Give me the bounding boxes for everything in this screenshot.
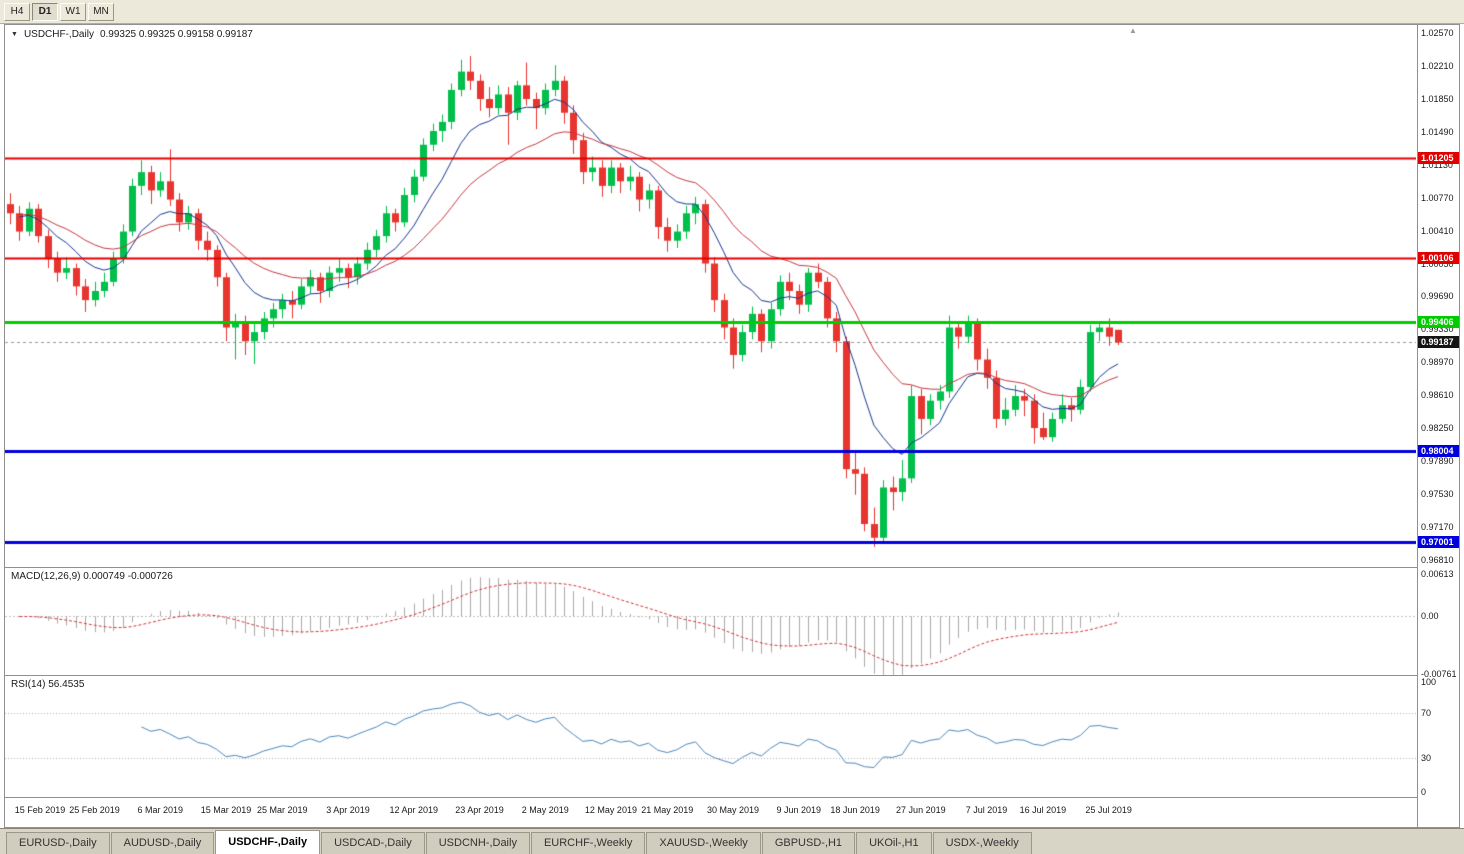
rsi-chart-canvas[interactable]	[5, 676, 1416, 797]
panel-separator[interactable]	[5, 567, 1459, 568]
chart-tab-usdx[interactable]: USDX-,Weekly	[932, 832, 1032, 854]
price-level-tag: 0.98004	[1418, 444, 1459, 457]
chart-menu-icon[interactable]: ▼	[11, 31, 18, 38]
chart-tab-gbpusd[interactable]: GBPUSD-,H1	[761, 832, 856, 854]
time-axis-label: 15 Feb 2019	[14, 805, 66, 815]
time-axis-label: 30 May 2019	[706, 805, 760, 815]
chart-tab-usdcnh[interactable]: USDCNH-,Daily	[425, 832, 530, 854]
chart-tab-audusd[interactable]: AUDUSD-,Daily	[110, 832, 215, 854]
price-axis-tick: 1.00770	[1421, 192, 1454, 203]
timeframe-button-d1[interactable]: D1	[32, 2, 58, 21]
rsi-indicator-label: RSI(14) 56.4535	[11, 679, 85, 690]
time-axis-label: 21 May 2019	[641, 805, 694, 815]
price-axis-tick: 0.99330	[1421, 324, 1454, 335]
chart-tab-xauusd[interactable]: XAUUSD-,Weekly	[646, 832, 761, 854]
macd-indicator-label: MACD(12,26,9) 0.000749 -0.000726	[11, 571, 173, 582]
price-axis-tick: 1.01490	[1421, 126, 1454, 137]
chart-header: ▼ USDCHF-,Daily 0.99325 0.99325 0.99158 …	[11, 29, 253, 40]
time-axis-label: 27 Jun 2019	[896, 805, 946, 815]
time-axis-label: 23 Apr 2019	[455, 805, 504, 815]
price-level-tag: 1.00106	[1418, 252, 1459, 265]
price-axis-tick: 1.01850	[1421, 94, 1454, 105]
time-axis-label: 7 Jul 2019	[965, 805, 1008, 815]
price-axis-tick: 1.00410	[1421, 225, 1454, 236]
price-axis-tick: 0.98610	[1421, 390, 1454, 401]
time-axis-label: 15 Mar 2019	[200, 805, 252, 815]
chart-tab-ukoil[interactable]: UKOil-,H1	[856, 832, 932, 854]
price-axis-tick: 1.02210	[1421, 61, 1454, 72]
time-axis-label: 25 Jul 2019	[1085, 805, 1132, 815]
panel-separator[interactable]	[5, 797, 1459, 798]
timeframe-toolbar: H4 D1 W1 MN	[0, 0, 1464, 24]
time-axis-label: 25 Mar 2019	[257, 805, 308, 815]
chart-tab-eurchf[interactable]: EURCHF-,Weekly	[530, 832, 646, 854]
price-axis-tick: 0.97530	[1421, 488, 1454, 499]
time-axis-label: 18 Jun 2019	[830, 805, 880, 815]
price-axis-tick: 0.97170	[1421, 521, 1454, 532]
time-axis-label: 25 Feb 2019	[69, 805, 120, 815]
price-level-tag: 0.99406	[1418, 316, 1459, 329]
chart-symbol-title: USDCHF-,Daily	[23, 29, 94, 40]
time-axis-label: 3 Apr 2019	[326, 805, 370, 815]
price-axis-tick: 0.96810	[1421, 554, 1454, 565]
price-axis-tick: 1.01130	[1421, 159, 1453, 170]
macd-axis-tick: 0.00	[1421, 611, 1439, 622]
price-axis-tick: 1.02570	[1421, 28, 1454, 39]
price-axis-tick: 0.98970	[1421, 357, 1454, 368]
time-axis-label: 6 Mar 2019	[137, 805, 183, 815]
current-price-tag: 0.99187	[1418, 336, 1459, 349]
price-axis[interactable]: 1.02570 1.02210 1.01850 1.01490 1.01130 1.007…	[1417, 25, 1459, 827]
price-axis-tick: 0.97890	[1421, 455, 1454, 466]
price-chart-canvas[interactable]	[5, 25, 1416, 567]
chart-window: ▼ USDCHF-,Daily 0.99325 0.99325 0.99158 …	[4, 24, 1460, 828]
macd-chart-canvas[interactable]	[5, 568, 1416, 675]
chart-tab-usdcad[interactable]: USDCAD-,Daily	[321, 832, 425, 854]
chart-tabs-bar: EURUSD-,Daily AUDUSD-,Daily USDCHF-,Daily U…	[0, 828, 1464, 854]
macd-axis-tick: -0.00761	[1421, 668, 1457, 679]
timeframe-button-w1[interactable]: W1	[60, 2, 86, 21]
time-axis-label: 9 Jun 2019	[776, 805, 822, 815]
time-axis-label: 12 May 2019	[584, 805, 637, 815]
chart-tab-eurusd[interactable]: EURUSD-,Daily	[6, 832, 110, 854]
rsi-axis-tick: 0	[1421, 787, 1427, 797]
price-axis-tick: 0.99690	[1421, 291, 1454, 302]
chart-shift-marker-icon[interactable]: ▲	[1129, 26, 1137, 35]
price-level-tag: 1.01205	[1418, 151, 1459, 164]
rsi-axis-tick: 70	[1421, 707, 1432, 718]
time-axis-label: 16 Jul 2019	[1019, 805, 1067, 815]
panel-separator[interactable]	[5, 675, 1459, 676]
time-axis-label: 2 May 2019	[521, 805, 569, 815]
time-axis-label: 12 Apr 2019	[389, 805, 439, 815]
rsi-axis-tick: 100	[1421, 677, 1437, 687]
price-level-tag: 0.97001	[1418, 536, 1459, 549]
timeframe-button-mn[interactable]: MN	[88, 2, 114, 21]
chart-tab-usdchf[interactable]: USDCHF-,Daily	[215, 830, 321, 854]
timeframe-button-h4[interactable]: H4	[4, 2, 30, 21]
price-axis-tick: 0.98250	[1421, 423, 1454, 434]
chart-ohlc-values: 0.99325 0.99325 0.99158 0.99187	[99, 29, 253, 40]
time-axis[interactable]: 15 Feb 2019 25 Feb 2019 6 Mar 2019 15 Mar 2…	[5, 798, 1416, 827]
timeframe-buttons: H4 D1 W1 MN	[4, 2, 114, 21]
rsi-axis-tick: 30	[1421, 753, 1432, 764]
macd-axis-tick: 0.00613	[1421, 569, 1454, 579]
